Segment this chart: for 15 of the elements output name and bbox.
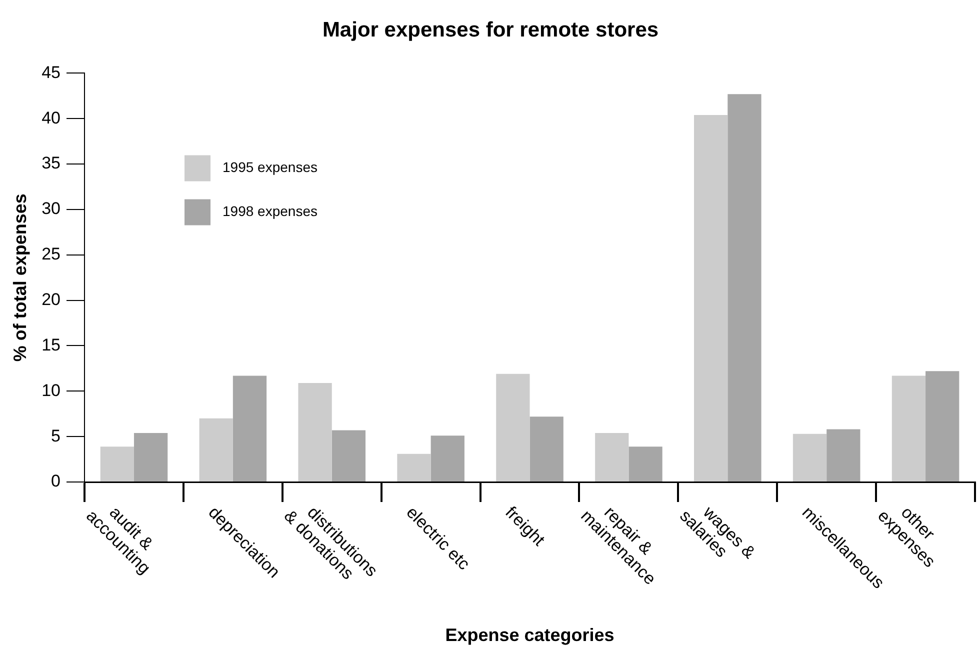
y-tick-label: 15 [42,335,61,354]
x-axis-title: Expense categories [445,624,614,645]
y-tick-label: 20 [42,290,61,309]
y-tick-label: 40 [42,108,61,128]
y-axis-title: % of total expenses [10,194,30,362]
y-tick-label: 10 [42,380,61,400]
legend-label: 1998 expenses [222,203,318,220]
chart-title: Major expenses for remote stores [322,18,659,42]
y-tick-label: 30 [42,199,61,218]
legend-label: 1995 expenses [222,159,318,176]
y-tick-label: 25 [42,244,61,264]
y-tick-label: 35 [42,154,61,173]
y-tick-label: 45 [42,62,61,82]
y-tick-label: 5 [51,426,61,446]
y-tick-label: 0 [51,472,61,491]
